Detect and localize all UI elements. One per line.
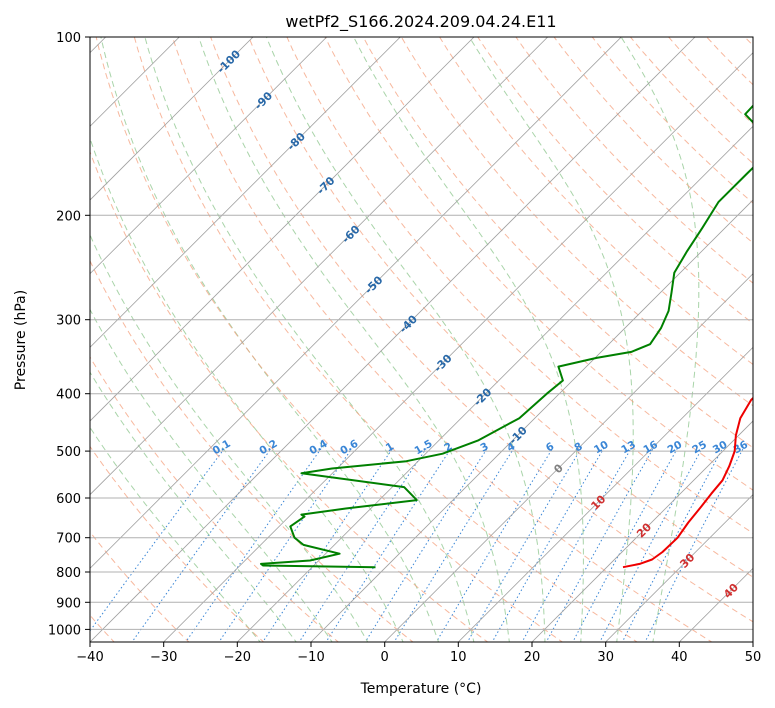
y-tick-label: 300 (56, 314, 81, 329)
y-tick-label: 600 (56, 492, 81, 507)
isotherm-line (384, 273, 753, 642)
isotherm-line (90, 37, 328, 275)
dry-adiabat (133, 37, 638, 642)
x-axis-label: Temperature (°C) (360, 681, 482, 697)
isotherm-line (90, 37, 549, 496)
mixing-ratio-line (325, 448, 452, 642)
plot-frame (89, 36, 754, 643)
x-tick-label: 50 (745, 650, 762, 665)
y-axis: 100 200 300 400 500 600 700 800 900 1000 (48, 31, 90, 638)
dry-adiabat (286, 37, 753, 534)
profile-series (260, 104, 753, 569)
x-tick-label: 40 (671, 650, 688, 665)
isotherm-line (310, 199, 753, 642)
y-tick-label: 700 (56, 532, 81, 547)
mixing-ratio-line (185, 448, 322, 642)
y-tick-label: 1000 (48, 623, 81, 638)
x-tick-label: −10 (297, 650, 324, 665)
temperature-profile (622, 396, 753, 569)
dry-adiabat (248, 37, 753, 578)
chart-title: wetPf2_S166.2024.209.04.24.E11 (285, 12, 556, 32)
isotherm-line (163, 52, 753, 642)
mixing-ratio-line (90, 448, 225, 632)
mixing-ratio-line (621, 448, 723, 642)
dry-adiabat (362, 37, 753, 449)
isotherm-line (90, 37, 475, 422)
moist-adiabat (90, 136, 404, 642)
mixing-ratio-line (521, 448, 632, 642)
isotherm-line (90, 37, 622, 569)
dry-adiabat (210, 37, 753, 623)
y-tick-label: 500 (56, 445, 81, 460)
mixing-ratio-line (262, 448, 393, 642)
x-tick-label: −30 (150, 650, 177, 665)
moist-adiabat (90, 233, 369, 642)
y-tick-label: 400 (56, 388, 81, 403)
mixing-ratio-line (298, 448, 427, 642)
isotherm-lines (90, 37, 753, 642)
y-tick-label: 900 (56, 596, 81, 611)
x-tick-label: −40 (76, 650, 103, 665)
dry-adiabat (90, 150, 489, 642)
y-tick-label: 200 (56, 209, 81, 224)
plot-area: 0.1 0.2 0.4 0.6 1 1.5 2 3 4 6 8 10 13 16 20 25 30 36-100-… (90, 37, 753, 642)
dry-adiabat (324, 37, 753, 491)
dewpoint-profile (260, 104, 753, 569)
mixing-ratio-line (364, 448, 488, 642)
isotherm-line (236, 125, 753, 642)
isotherm-line (90, 37, 696, 642)
mixing-ratio-line (218, 448, 353, 642)
isotherm-line (90, 37, 401, 348)
dry-adiabat (90, 356, 340, 642)
mixing-ratio-line (491, 448, 605, 642)
x-tick-label: −20 (224, 650, 251, 665)
isotherm-line (531, 420, 753, 642)
isotherm-line (605, 494, 753, 642)
dry-adiabat (90, 445, 265, 642)
pressure-gridlines (90, 37, 753, 630)
x-tick-label: 10 (450, 650, 467, 665)
x-tick-label: 20 (524, 650, 541, 665)
y-axis-label: Pressure (hPa) (13, 290, 29, 390)
mixing-ratio-line (435, 448, 553, 642)
isotherm-line (457, 346, 753, 642)
y-tick-label: 100 (56, 31, 81, 46)
dry-adiabat (400, 37, 753, 407)
dry-adiabats (90, 37, 753, 642)
x-tick-label: 0 (381, 650, 389, 665)
y-tick-label: 800 (56, 566, 81, 581)
x-axis: −40 −30 −20 −10 0 10 20 30 40 50 (76, 642, 761, 665)
x-tick-label: 30 (597, 650, 614, 665)
isotherm-line (90, 37, 254, 201)
mixing-ratio-line (393, 448, 515, 642)
dry-adiabat (95, 37, 564, 642)
